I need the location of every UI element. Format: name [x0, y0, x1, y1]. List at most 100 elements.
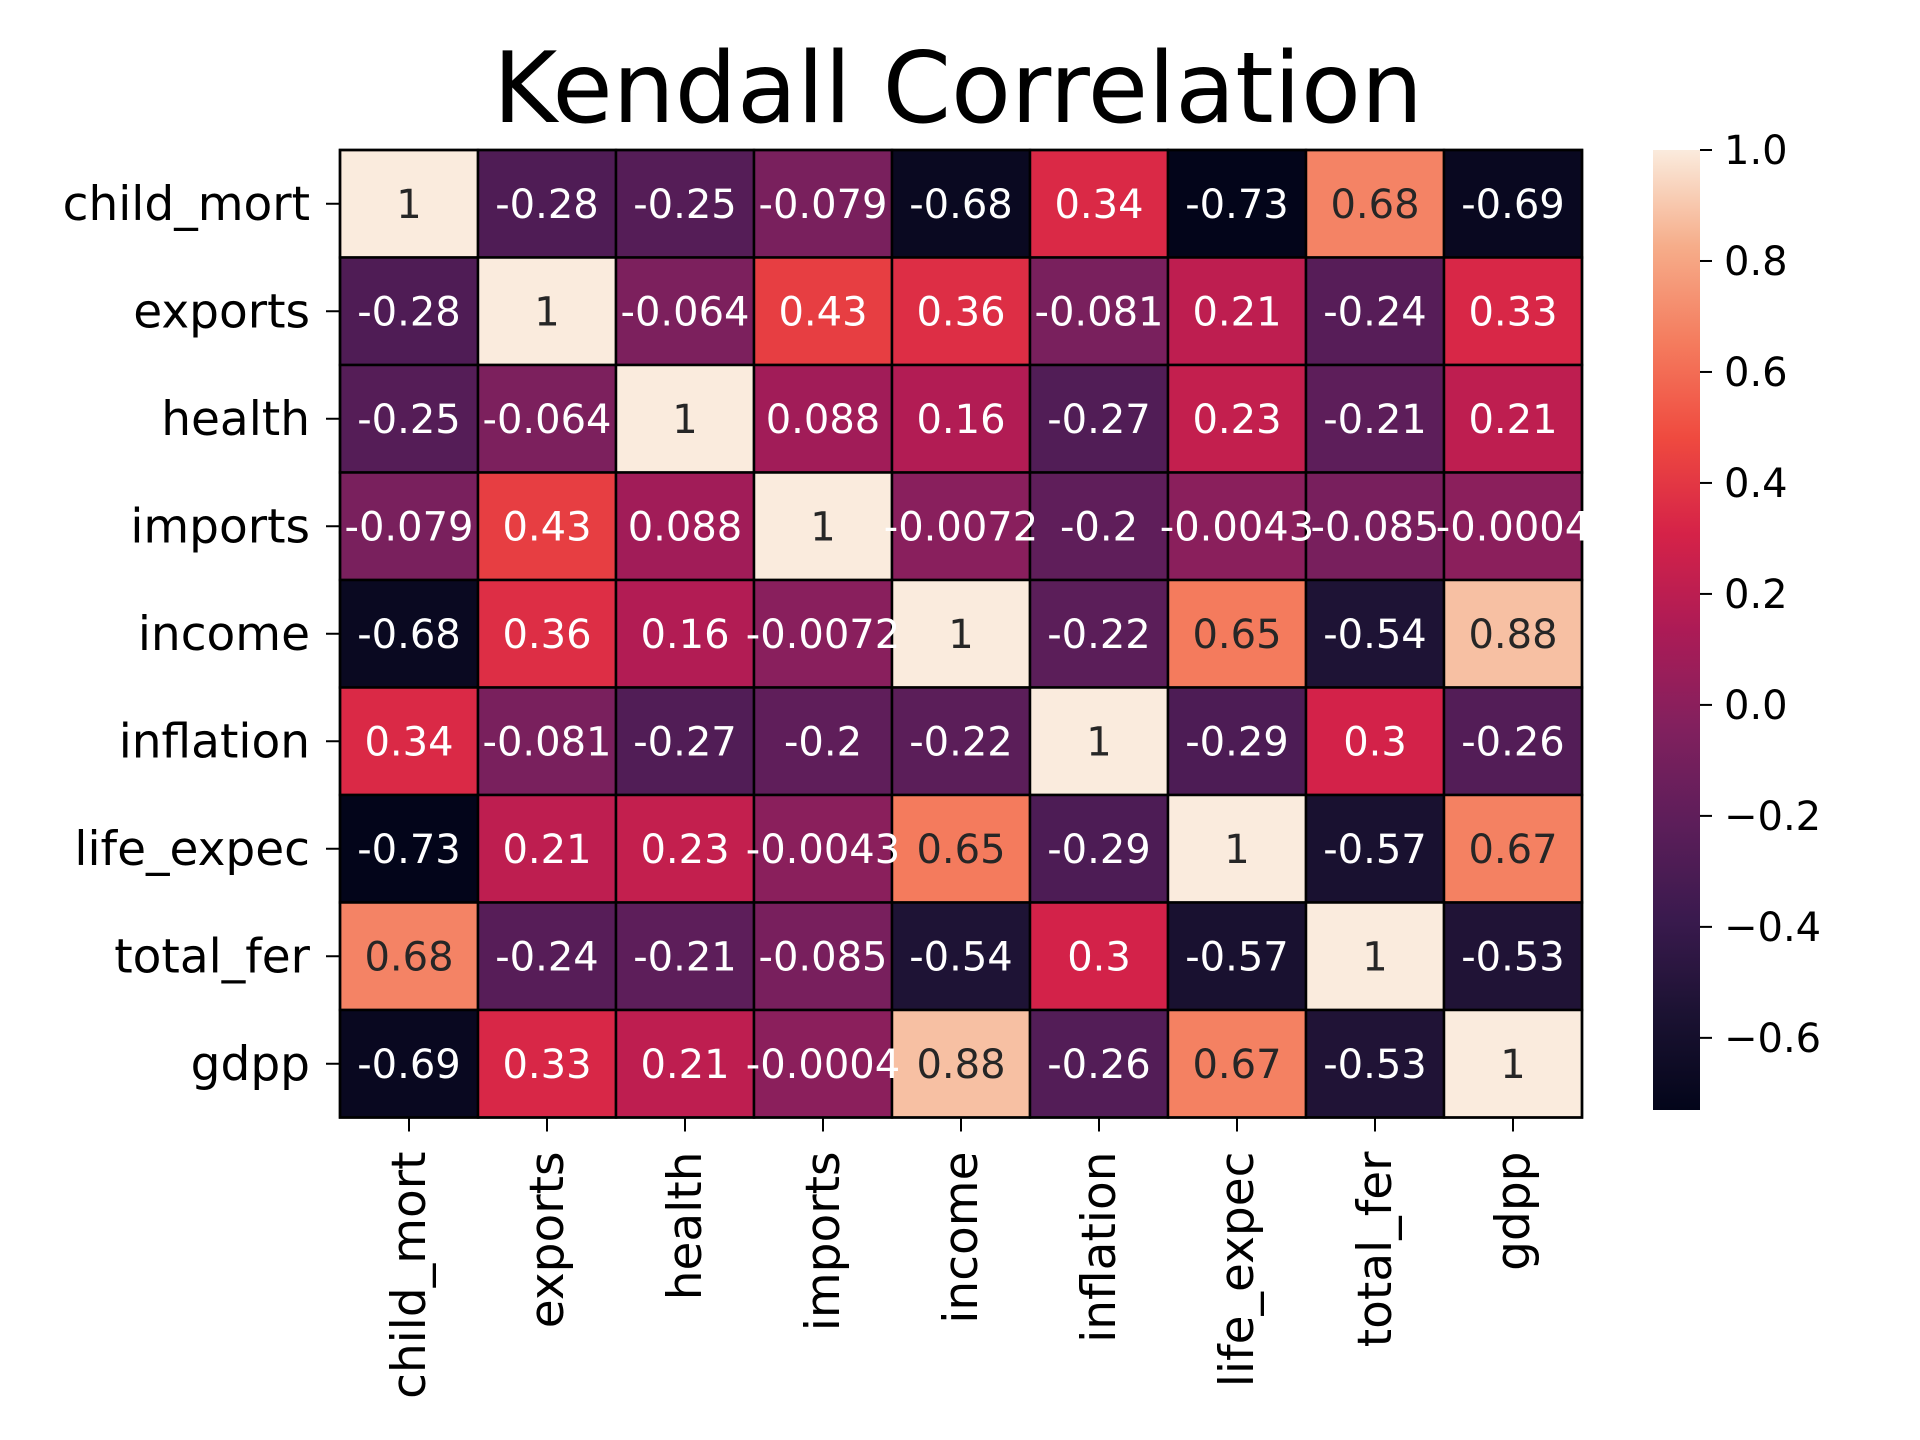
colorbar-tick-label: 1.0: [1724, 128, 1788, 174]
x-tick-label: total_fer: [1348, 1151, 1403, 1347]
colorbar-gradient: [1653, 150, 1700, 1110]
x-tick-label: inflation: [1072, 1152, 1127, 1343]
heatmap-cell: [1166, 793, 1308, 904]
heatmap-cell: [614, 256, 756, 367]
cell-annotation: 0.68: [364, 934, 453, 980]
cell-annotation: -0.24: [495, 934, 599, 980]
colorbar-tick-label: −0.2: [1724, 794, 1821, 840]
cell-annotation: -0.0043: [1160, 504, 1314, 550]
cell-annotation: 1: [396, 182, 421, 228]
heatmap-cell: [1442, 578, 1584, 689]
cell-annotation: -0.0043: [746, 827, 900, 873]
cell-annotation: 0.88: [916, 1042, 1005, 1088]
heatmap-cell: [1442, 256, 1584, 367]
cell-annotation: 0.16: [916, 397, 1005, 443]
heatmap-cell: [1028, 1008, 1170, 1119]
heatmap-cell: [476, 363, 618, 474]
cell-annotation: 0.3: [1067, 934, 1131, 980]
heatmap-cell: [752, 901, 894, 1012]
y-tick-label: gdpp: [191, 1037, 310, 1092]
cell-annotation: -0.22: [1047, 612, 1151, 658]
heatmap-cell: [614, 1008, 756, 1119]
heatmap-cell: [1028, 578, 1170, 689]
cell-annotation: -0.28: [495, 182, 599, 228]
cell-annotation: 1: [1500, 1042, 1525, 1088]
cell-annotation: -0.54: [909, 934, 1013, 980]
x-axis-ticks: child_mort exports health imports income infl…: [382, 1117, 1541, 1399]
heatmap-cell: [1304, 148, 1446, 259]
cell-annotation: -0.73: [1185, 182, 1289, 228]
colorbar-tick-label: 0.6: [1724, 350, 1788, 396]
heatmap-cell: [890, 686, 1032, 797]
colorbar-tick-label: 0.8: [1724, 239, 1788, 285]
heatmap-cell: [476, 471, 618, 582]
x-tick-label: gdpp: [1486, 1152, 1541, 1271]
heatmap-cell: [338, 363, 480, 474]
heatmap-cell: [1304, 686, 1446, 797]
heatmap-cell: [1442, 363, 1584, 474]
heatmap-cell: [476, 148, 618, 259]
colorbar-tick-label: −0.6: [1724, 1016, 1821, 1062]
cell-annotation: 0.23: [640, 827, 729, 873]
x-tick-label: life_expec: [1210, 1152, 1265, 1388]
cell-annotation: 1: [534, 289, 559, 335]
cell-annotation: -0.0072: [746, 612, 900, 658]
heatmap-cell: [614, 363, 756, 474]
cell-annotation: 0.21: [640, 1042, 729, 1088]
heatmap-cell: [614, 578, 756, 689]
cell-annotation: 0.88: [1468, 612, 1557, 658]
heatmap-cell: [338, 471, 480, 582]
cell-annotation: 1: [948, 612, 973, 658]
cell-annotation: 1: [1224, 827, 1249, 873]
cell-annotation: -0.57: [1323, 827, 1427, 873]
heatmap-cell: [752, 1008, 894, 1119]
heatmap-cell: [1028, 686, 1170, 797]
cell-annotation: -0.0072: [884, 504, 1038, 550]
cell-annotation: -0.69: [1461, 182, 1565, 228]
cell-annotation: 0.43: [502, 504, 591, 550]
cell-annotation: 0.33: [1468, 289, 1557, 335]
heatmap-cell: [752, 578, 894, 689]
heatmap-cell: [752, 363, 894, 474]
cell-annotation: -0.28: [357, 289, 461, 335]
cell-annotation: 0.23: [1192, 397, 1281, 443]
heatmap-cell: [1166, 1008, 1308, 1119]
cell-annotation: 0.36: [916, 289, 1005, 335]
cell-annotation: -0.21: [1323, 397, 1427, 443]
x-tick-label: exports: [520, 1152, 575, 1329]
cell-annotation: -0.085: [1311, 504, 1440, 550]
cell-annotation: -0.68: [357, 612, 461, 658]
heatmap-cell: [1166, 578, 1308, 689]
cell-annotation: 0.21: [1192, 289, 1281, 335]
cell-annotation: 0.16: [640, 612, 729, 658]
heatmap-cell: [614, 686, 756, 797]
cell-annotation: -0.26: [1047, 1042, 1151, 1088]
cell-annotation: -0.25: [633, 182, 737, 228]
heatmap-cell: [338, 578, 480, 689]
heatmap-cell: [476, 686, 618, 797]
x-tick-label: health: [658, 1152, 713, 1301]
cell-annotation: 0.088: [628, 504, 743, 550]
cell-annotation: 0.43: [778, 289, 867, 335]
cell-annotation: -0.53: [1461, 934, 1565, 980]
cell-annotation: 1: [1086, 719, 1111, 765]
heatmap-cell: [890, 256, 1032, 367]
heatmap-cell: [1166, 901, 1308, 1012]
colorbar-tick-label: −0.4: [1724, 905, 1821, 951]
chart-title: Kendall Correlation: [493, 32, 1423, 146]
cell-annotation: -0.69: [357, 1042, 461, 1088]
heatmap-cell: [476, 793, 618, 904]
cell-annotation: -0.085: [759, 934, 888, 980]
heatmap-cell: [752, 686, 894, 797]
heatmap-cell: [1304, 256, 1446, 367]
x-tick-label: child_mort: [382, 1152, 437, 1399]
heatmap-cell: [1442, 1008, 1584, 1119]
cell-annotations: 1 -0.28 -0.25 -0.079 -0.68 0.34 -0.73 0.68 -0.69…: [345, 182, 1591, 1088]
colorbar-tick-label: 0.4: [1724, 461, 1788, 507]
cell-annotation: -0.54: [1323, 612, 1427, 658]
heatmap-cell: [890, 901, 1032, 1012]
heatmap-cell: [1442, 686, 1584, 797]
cell-annotation: -0.2: [784, 719, 862, 765]
x-tick-label: income: [934, 1152, 989, 1324]
